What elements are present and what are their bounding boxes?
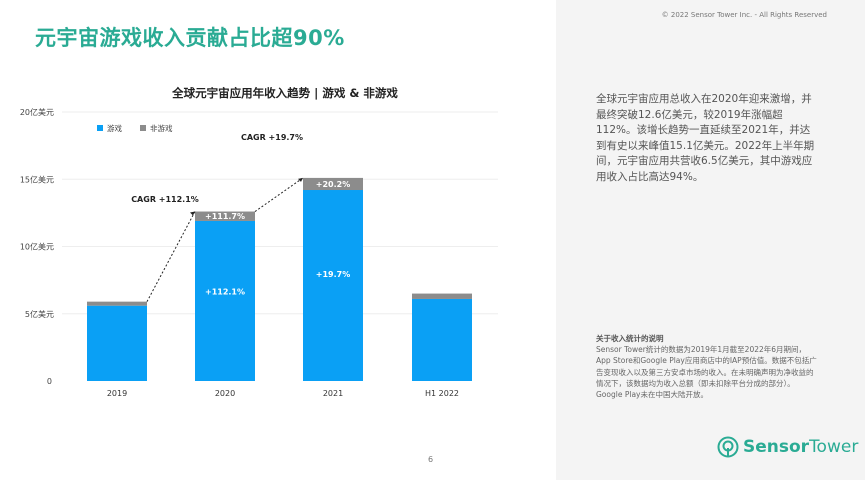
x-tick-label: 2020: [215, 389, 235, 398]
y-tick-label: 15亿美元: [20, 174, 54, 184]
bar-chart: 全球元宇宙应用年收入趋势 | 游戏 & 非游戏 0 5亿美元 10亿美元 15亿美元 20…: [20, 86, 498, 398]
bar-data-label: +19.7%: [316, 270, 350, 279]
note-body: Sensor Tower统计的数据为2019年1月截至2022年6月期间，App…: [596, 345, 817, 400]
legend-swatch: [97, 125, 103, 131]
x-tick-label: 2021: [323, 389, 343, 398]
logo-text-sensor: Sensor: [743, 437, 810, 457]
y-tick-label: 5亿美元: [25, 309, 54, 319]
chart-panel: [0, 0, 556, 480]
bar-non-game: [87, 301, 147, 306]
bar-game: [87, 305, 147, 381]
y-tick-label: 10亿美元: [20, 242, 54, 252]
bar-data-label: +111.7%: [205, 212, 245, 221]
bar-game: [303, 190, 363, 381]
page-number: 6: [428, 455, 434, 464]
sensor-tower-icon: [717, 436, 739, 458]
cagr-arrow: [254, 177, 304, 212]
page-title: 元宇宙游戏收入贡献占比超90%: [35, 26, 345, 50]
bar-non-game: [195, 211, 255, 221]
bar-game: [412, 298, 472, 381]
note-title: 关于收入统计的说明: [596, 334, 664, 343]
chart-title: 全球元宇宙应用年收入趋势 | 游戏 & 非游戏: [171, 86, 398, 100]
logo-text-tower: Tower: [809, 437, 859, 457]
legend-label: 非游戏: [150, 123, 173, 133]
sensor-tower-logo: SensorTower: [717, 436, 858, 458]
summary-text: 全球元宇宙应用总收入在2020年迎来激增，并最终突破12.6亿美元，较2019年…: [596, 93, 815, 183]
cagr-label: CAGR +112.1%: [131, 195, 199, 204]
legend-swatch: [140, 125, 146, 131]
arrowhead-icon: [190, 211, 195, 216]
text-panel: [556, 0, 865, 480]
y-tick-label: 20亿美元: [20, 107, 54, 117]
bar-non-game: [412, 293, 472, 299]
bar-game: [195, 220, 255, 381]
copyright: © 2022 Sensor Tower Inc. - All Rights Re…: [661, 11, 827, 19]
bar-data-label: +20.2%: [316, 180, 350, 189]
legend-label: 游戏: [107, 123, 122, 133]
x-tick-label: 2019: [107, 389, 127, 398]
x-tick-label: H1 2022: [425, 389, 459, 398]
arrowhead-icon: [298, 177, 303, 182]
cagr-arrow: [146, 211, 196, 302]
cagr-label: CAGR +19.7%: [241, 133, 303, 142]
bar-data-label: +112.1%: [205, 287, 245, 296]
y-tick-label: 0: [47, 377, 52, 386]
bar-non-game: [303, 177, 363, 191]
